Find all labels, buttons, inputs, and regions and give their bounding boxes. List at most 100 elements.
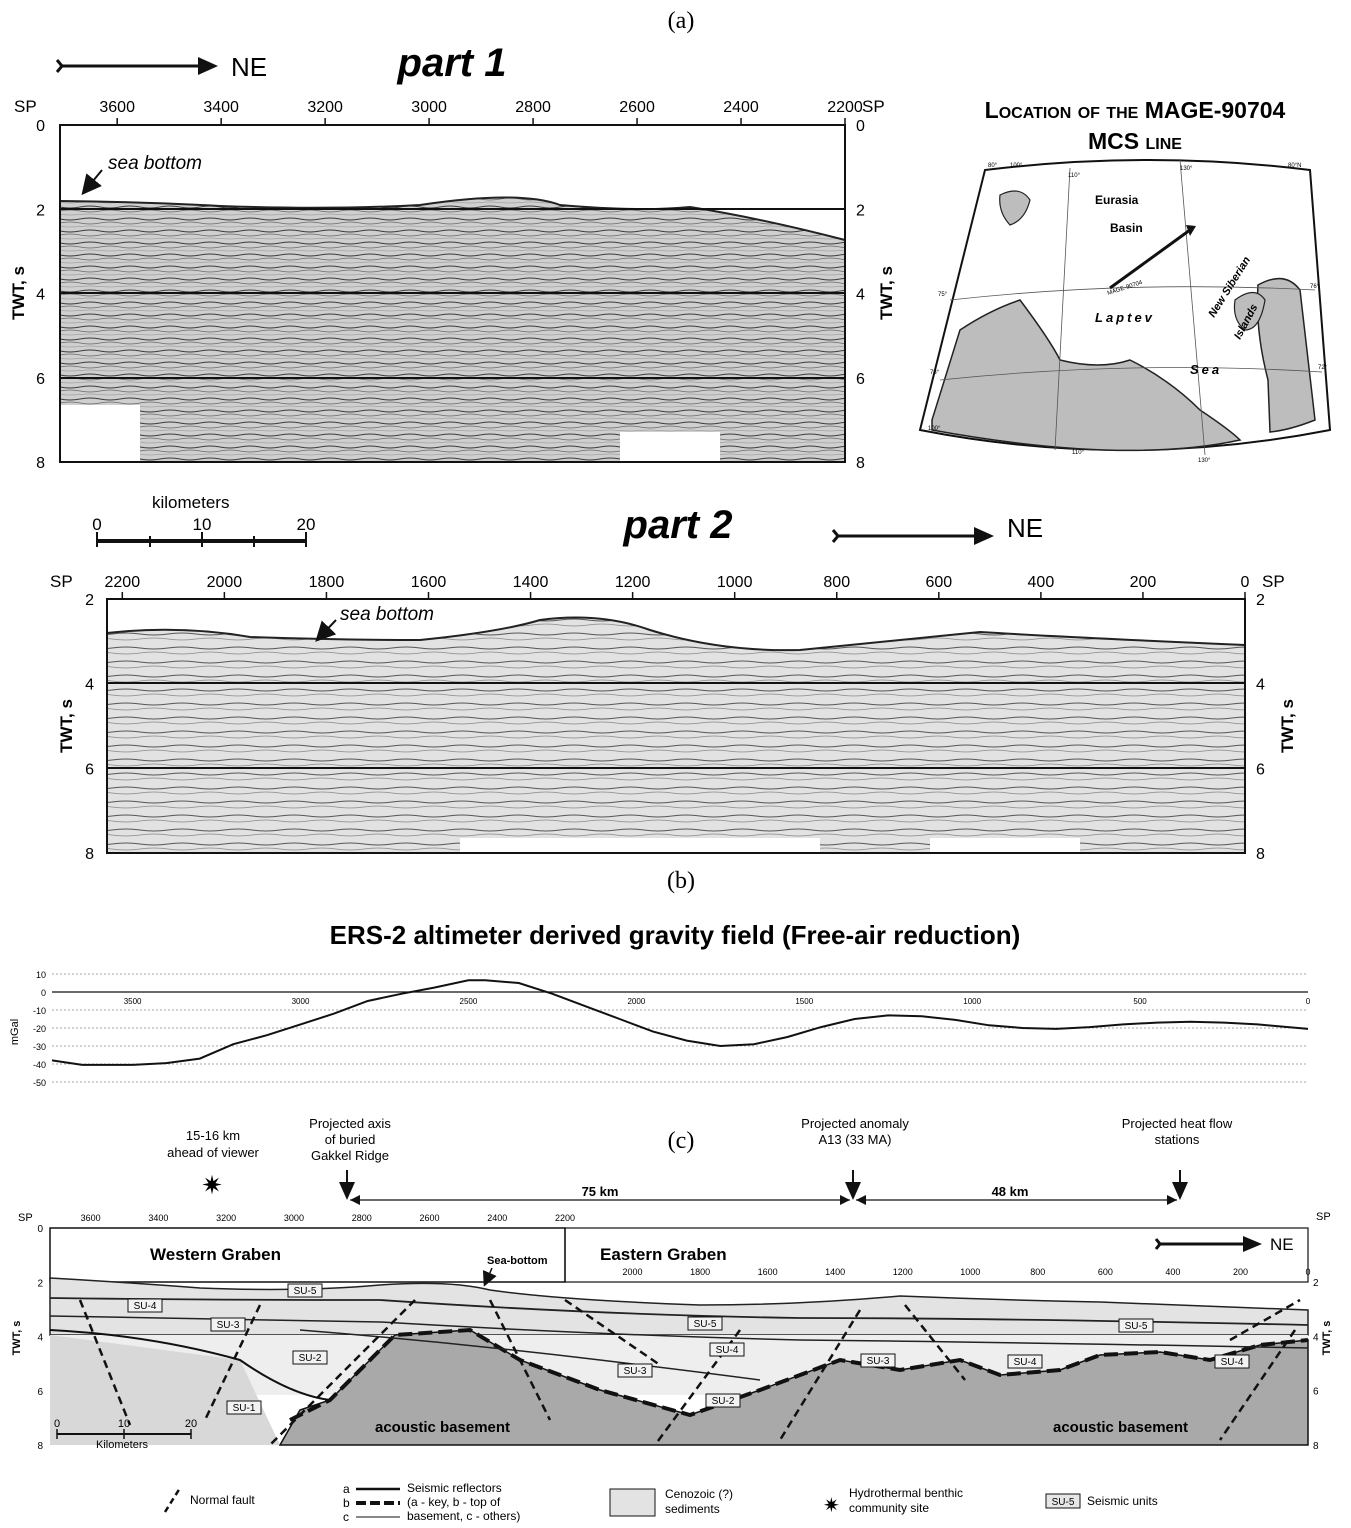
section-sp-tick-west: 2600 [419,1213,439,1223]
section-sp-tick-east: 600 [1098,1267,1113,1277]
part2-sp-tick-label: 2200 [105,574,141,591]
map-graticule-labels: 80° 100° 110° 130° 80°N 75° 76° 73° 72° 110° 130° 1… [928,163,1328,464]
section-sp-label-right: SP [1316,1211,1331,1223]
part1-sea-bottom-label: sea bottom [108,153,202,174]
seismic-unit-box [292,1350,328,1365]
gravity-y-axis: 10 0 -10 -20 -30 -40 -50 [33,970,46,1088]
scale-bar-tick-label: 10 [193,515,212,534]
part2-twt-label-left: TWT, s [57,699,76,753]
part1-twt-label-left: TWT, s [9,266,28,320]
gravity-x-tick-label: 500 [1133,997,1147,1006]
seismic-unit-label: SU-4 [1014,1357,1037,1368]
seismic-unit-label: SU-1 [233,1403,256,1414]
part1-sp-axis: 3600 3400 3200 3000 2800 2600 2400 2200 [99,99,863,125]
seismic-unit-box [617,1363,653,1378]
part2-twt-tick-right: 2 [1256,592,1265,609]
section-sp-tick-west: 3200 [216,1213,236,1223]
panel-c-label: (c) [668,1128,695,1154]
part1-twt-tick-right: 0 [856,118,865,135]
map-graticule-label: 80° [988,163,998,169]
part2-direction-arrow [831,527,994,545]
section-sp-label-left: SP [18,1212,33,1224]
gravity-chart: 10 0 -10 -20 -30 -40 -50 3500 3000 2500 2000 1500 1… [33,970,1311,1088]
part1-twt-tick-left: 8 [36,455,45,472]
gravity-x-axis: 3500 3000 2500 2000 1500 1000 500 0 [124,997,1311,1006]
part2-twt-tick-left: 2 [85,592,94,609]
part2-sp-label-right: SP [1262,572,1285,591]
part1-twt-tick-left: 0 [36,118,45,135]
part2-twt-tick-right: 4 [1256,677,1265,694]
legend: Normal fault a b c Seismic reflectors (a… [163,1481,1158,1524]
part2-sp-label-left: SP [50,572,73,591]
section-sp-tick-east: 1200 [893,1267,913,1277]
seismic-unit-label: SU-4 [716,1345,739,1356]
section-sp-tick-west: 2800 [352,1213,372,1223]
part1-sp-tick-label: 3000 [411,99,447,116]
seismic-unit-label: SU-3 [867,1356,890,1367]
gravity-y-tick-label: 10 [36,970,46,980]
part1-sp-label-right: SP [862,97,885,116]
legend-sediments-line1: Cenozoic (?) [665,1487,733,1501]
gravity-grid [52,973,1308,1083]
part2-direction-label: NE [1007,513,1043,543]
part1-sp-tick-label: 3400 [203,99,239,116]
hydrothermal-star-icon: ✷ [201,1170,223,1200]
seismic-unit-box [709,1342,745,1357]
scale-bar-title: kilometers [152,493,229,512]
scale-bar-tick-label: 0 [92,515,101,534]
part1-title: part 1 [397,41,507,85]
distance-75km: 75 km [582,1184,619,1199]
map-graticule-label: 100° [1010,163,1023,169]
gravity-x-tick-label: 2000 [627,997,645,1006]
part1-twt-tick-left: 4 [36,287,45,304]
section-sp-tick-east: 200 [1233,1267,1248,1277]
section-sp-tick-west: 3600 [81,1213,101,1223]
part2-sp-tick-label: 0 [1241,574,1250,591]
seismic-unit-label: SU-4 [134,1301,157,1312]
part1-twt-tick-right: 4 [856,287,865,304]
section-sp-axis-west: 3600 3400 3200 3000 2800 2600 2400 2200 [81,1213,575,1223]
section-scale-bar [56,1429,192,1439]
gravity-x-tick-label: 1000 [963,997,981,1006]
legend-units: SU-5 Seismic units [1045,1493,1158,1509]
section-scale-tick-label: 0 [54,1418,60,1430]
seismic-unit-label: SU-2 [712,1396,735,1407]
gravity-x-tick-label: 1500 [795,997,813,1006]
legend-units-label: Seismic units [1087,1494,1158,1508]
part1-twt-label-right: TWT, s [877,266,896,320]
map-graticule-label: 80°N [1288,163,1301,169]
section-twt-axis-right: 2 4 6 8 [1313,1278,1319,1452]
seismic-unit-label: SU-3 [217,1320,240,1331]
part2-sp-axis: 2200 2000 1800 1600 1400 1200 1000 800 600 400 200… [105,574,1250,599]
sediments-swatch-icon [609,1488,656,1517]
seismic-unit-box [705,1393,741,1408]
legend-fault-label: Normal fault [190,1493,255,1507]
part2-twt-tick-left: 8 [85,846,94,863]
part2-sp-tick-label: 800 [823,574,850,591]
legend-unit-box-text: SU-5 [1052,1497,1075,1508]
part2-twt-tick-right: 6 [1256,761,1265,778]
map-label-laptev: Laptev [1095,310,1155,325]
seismic-unit-box [1118,1318,1154,1333]
part2-title: part 2 [623,503,733,547]
panel-a-label: (a) [668,8,695,34]
part1-twt-tick-right: 6 [856,371,865,388]
part2-sp-tick-label: 1800 [309,574,345,591]
section-sp-tick-east: 800 [1030,1267,1045,1277]
annotation-heatflow: Projected heat flow stations [1122,1116,1233,1147]
acoustic-basement-label-east: acoustic basement [1053,1419,1188,1436]
annotation-anomaly-line2: A13 (33 MA) [819,1132,892,1147]
unit-box-icon [1045,1493,1081,1509]
gravity-y-tick-label: -20 [33,1024,46,1034]
gravity-y-tick-label: -10 [33,1006,46,1016]
legend-hydrothermal: ✷ Hydrothermal benthic community site [823,1486,963,1517]
section-twt-tick-right: 4 [1313,1332,1319,1343]
part1-sp-tick-label: 2600 [619,99,655,116]
part1-twt-tick-right: 2 [856,202,865,219]
map-label-sea: Sea [1190,362,1222,377]
part1-sp-tick-label: 2200 [827,99,863,116]
section-direction-arrow [1154,1236,1262,1252]
section-scale-tick-label: 10 [118,1418,130,1430]
map-graticule-label: 75° [938,292,948,298]
part1-direction-label: NE [231,52,267,82]
